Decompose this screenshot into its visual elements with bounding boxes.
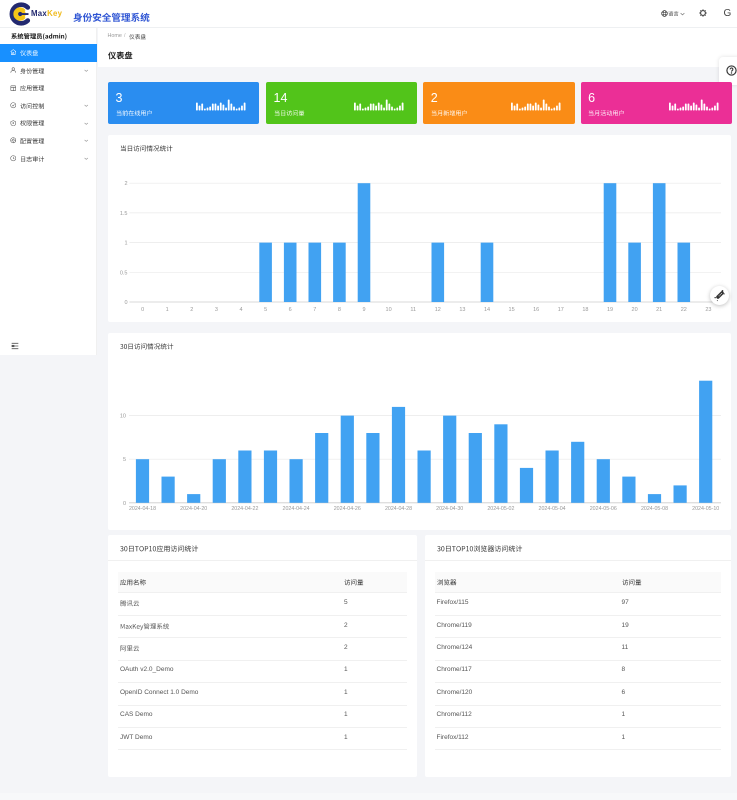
svg-text:10: 10 xyxy=(120,414,126,420)
svg-text:5: 5 xyxy=(264,307,267,313)
svg-text:3: 3 xyxy=(215,307,218,313)
svg-text:10: 10 xyxy=(386,307,392,313)
svg-text:1: 1 xyxy=(124,241,127,247)
svg-text:0: 0 xyxy=(123,501,126,507)
svg-text:5: 5 xyxy=(123,457,126,463)
svg-text:0.5: 0.5 xyxy=(120,270,128,276)
svg-text:11: 11 xyxy=(410,307,416,313)
svg-text:22: 22 xyxy=(681,307,687,313)
svg-text:2024-04-26: 2024-04-26 xyxy=(334,506,361,512)
svg-text:2024-04-20: 2024-04-20 xyxy=(180,506,207,512)
svg-text:16: 16 xyxy=(533,307,539,313)
svg-text:2024-05-06: 2024-05-06 xyxy=(590,506,617,512)
svg-text:15: 15 xyxy=(509,307,515,313)
svg-text:6: 6 xyxy=(289,307,292,313)
svg-text:2024-05-02: 2024-05-02 xyxy=(487,506,514,512)
svg-text:12: 12 xyxy=(435,307,441,313)
svg-text:17: 17 xyxy=(558,307,564,313)
svg-text:23: 23 xyxy=(705,307,711,313)
svg-text:18: 18 xyxy=(582,307,588,313)
svg-text:19: 19 xyxy=(607,307,613,313)
svg-text:20: 20 xyxy=(632,307,638,313)
svg-text:4: 4 xyxy=(239,307,242,313)
svg-text:2024-05-08: 2024-05-08 xyxy=(641,506,668,512)
svg-text:9: 9 xyxy=(362,307,365,313)
svg-text:2024-05-04: 2024-05-04 xyxy=(539,506,566,512)
svg-text:21: 21 xyxy=(656,307,662,313)
svg-text:1.5: 1.5 xyxy=(120,211,128,217)
svg-text:2024-05-10: 2024-05-10 xyxy=(692,506,719,512)
svg-text:2024-04-18: 2024-04-18 xyxy=(129,506,156,512)
svg-text:2024-04-28: 2024-04-28 xyxy=(385,506,412,512)
svg-text:7: 7 xyxy=(313,307,316,313)
svg-text:2024-04-30: 2024-04-30 xyxy=(436,506,463,512)
svg-text:13: 13 xyxy=(459,307,465,313)
svg-text:0: 0 xyxy=(124,300,127,306)
svg-text:2: 2 xyxy=(190,307,193,313)
svg-text:8: 8 xyxy=(338,307,341,313)
svg-text:2024-04-24: 2024-04-24 xyxy=(283,506,310,512)
svg-text:2024-04-22: 2024-04-22 xyxy=(231,506,258,512)
svg-text:1: 1 xyxy=(166,307,169,313)
svg-text:2: 2 xyxy=(124,181,127,187)
svg-text:0: 0 xyxy=(141,307,144,313)
svg-text:14: 14 xyxy=(484,307,490,313)
